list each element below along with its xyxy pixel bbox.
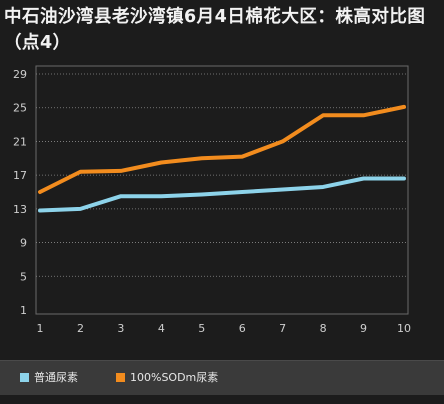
legend: 普通尿素 100%SODm尿素 [0,360,444,395]
plot-area [35,65,409,315]
y-tick-label: 1 [20,304,27,317]
x-tick-label: 2 [77,322,84,335]
x-tick-label: 5 [198,322,205,335]
legend-swatch-series-1 [20,373,29,382]
grid-lines [36,73,408,277]
x-tick-label: 8 [320,322,327,335]
legend-item-series-2: 100%SODm尿素 [116,370,218,386]
x-tick-label: 10 [397,322,411,335]
legend-label-series-2: 100%SODm尿素 [130,371,219,384]
x-tick-label: 9 [360,322,367,335]
chart-title: 中石油沙湾县老沙湾镇6月4日棉花大区：株高对比图（点4） [4,7,426,53]
y-tick-label: 5 [20,270,27,283]
y-tick-label: 21 [13,135,27,148]
x-tick-label: 6 [239,322,246,335]
y-tick-label: 17 [13,169,27,182]
legend-label-series-1: 普通尿素 [34,371,78,384]
y-tick-label: 9 [20,237,27,250]
legend-swatch-series-2 [116,373,125,382]
x-tick-label: 7 [279,322,286,335]
series-line-1 [38,176,406,213]
chart-plot: 1 5 9 13 17 21 25 29 1 2 3 4 5 6 7 8 9 10 [13,65,412,335]
legend-item-series-1: 普通尿素 [20,370,78,386]
y-axis-ticks: 1 5 9 13 17 21 25 29 [13,68,27,317]
x-tick-label: 3 [117,322,124,335]
y-tick-label: 25 [13,102,27,115]
series-line-2 [38,104,406,194]
x-tick-label: 4 [158,322,165,335]
series-lines [38,104,406,213]
x-axis-ticks: 1 2 3 4 5 6 7 8 9 10 [37,322,412,335]
y-tick-label: 13 [13,203,27,216]
y-tick-label: 29 [13,68,27,81]
x-tick-label: 1 [37,322,44,335]
